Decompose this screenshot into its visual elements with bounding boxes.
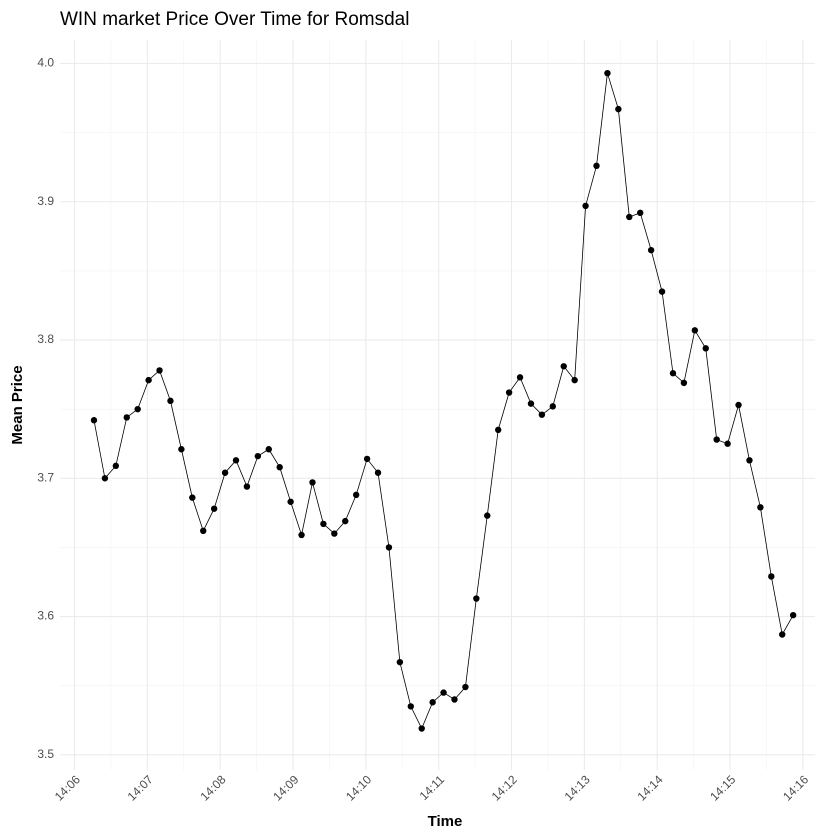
y-axis-title: Mean Price	[9, 365, 26, 444]
data-point	[112, 462, 120, 470]
data-point	[276, 464, 283, 471]
data-point	[768, 573, 775, 580]
data-point	[669, 370, 677, 377]
data-point	[309, 479, 316, 486]
data-point	[549, 403, 557, 410]
data-point	[451, 696, 458, 703]
data-point	[200, 527, 207, 535]
data-point	[418, 725, 425, 732]
x-tick-label: 14:08	[197, 772, 228, 803]
x-tick-label: 14:15	[707, 772, 738, 803]
y-tick-label: 3.6	[37, 609, 54, 623]
data-point	[527, 400, 535, 407]
data-point	[232, 457, 240, 464]
data-point	[713, 436, 720, 443]
data-point	[210, 505, 218, 512]
data-point	[680, 379, 688, 387]
y-tick-label: 3.8	[37, 332, 54, 346]
data-point	[615, 105, 622, 113]
data-point	[90, 417, 98, 424]
data-point	[560, 363, 567, 370]
data-point	[473, 595, 480, 602]
y-tick-label: 3.5	[37, 747, 54, 761]
x-tick-label: 14:16	[780, 772, 811, 803]
x-tick-label: 14:11	[417, 772, 448, 803]
data-point	[789, 611, 797, 619]
data-point	[593, 162, 600, 170]
x-axis-title: Time	[428, 813, 463, 830]
data-point	[462, 683, 469, 691]
data-point	[243, 483, 251, 490]
data-point	[221, 469, 229, 476]
data-point	[724, 440, 731, 447]
data-point	[363, 455, 371, 463]
x-tick-label: 14:12	[489, 772, 520, 803]
data-point	[484, 512, 491, 519]
data-point	[254, 452, 262, 460]
data-point	[647, 246, 655, 254]
data-point	[538, 411, 546, 418]
data-point	[342, 517, 349, 525]
data-point	[374, 469, 382, 476]
data-point	[167, 397, 174, 405]
data-point	[134, 405, 141, 413]
data-point	[429, 699, 436, 706]
data-point	[505, 389, 513, 396]
data-point	[691, 327, 699, 334]
data-point	[352, 491, 360, 499]
chart-title: WIN market Price Over Time for Romsdal	[60, 9, 409, 30]
data-point	[265, 446, 272, 453]
data-point	[571, 376, 578, 384]
data-point	[626, 213, 633, 221]
data-point	[287, 498, 294, 505]
x-tick-label: 14:10	[343, 772, 374, 803]
data-point	[702, 345, 709, 352]
x-tick-label: 14:09	[270, 772, 301, 803]
data-point	[637, 209, 644, 217]
data-point	[123, 414, 130, 421]
data-point	[407, 703, 414, 710]
data-line	[93, 73, 794, 730]
data-point	[746, 457, 753, 464]
data-point	[757, 504, 764, 511]
y-tick-label: 3.7	[37, 470, 54, 484]
data-point	[582, 202, 589, 210]
data-point	[604, 69, 611, 77]
data-point	[320, 520, 327, 528]
y-tick-label: 4.0	[37, 56, 54, 70]
data-point	[735, 401, 742, 409]
data-point	[396, 658, 404, 666]
data-point	[385, 544, 393, 551]
data-point	[440, 689, 447, 696]
data-point	[516, 374, 524, 381]
x-tick-label: 14:06	[52, 772, 83, 803]
data-point	[189, 494, 196, 501]
data-point	[494, 426, 502, 434]
y-tick-label: 3.9	[37, 194, 54, 208]
data-point	[658, 288, 666, 295]
data-point	[779, 631, 786, 638]
x-tick-label: 14:14	[634, 772, 665, 803]
data-point	[101, 475, 109, 482]
data-point	[298, 531, 305, 539]
data-point	[178, 446, 185, 453]
data-point	[145, 376, 152, 384]
x-tick-label: 14:07	[125, 772, 156, 803]
x-tick-label: 14:13	[562, 772, 593, 803]
data-point	[331, 530, 338, 537]
data-point	[156, 367, 163, 374]
